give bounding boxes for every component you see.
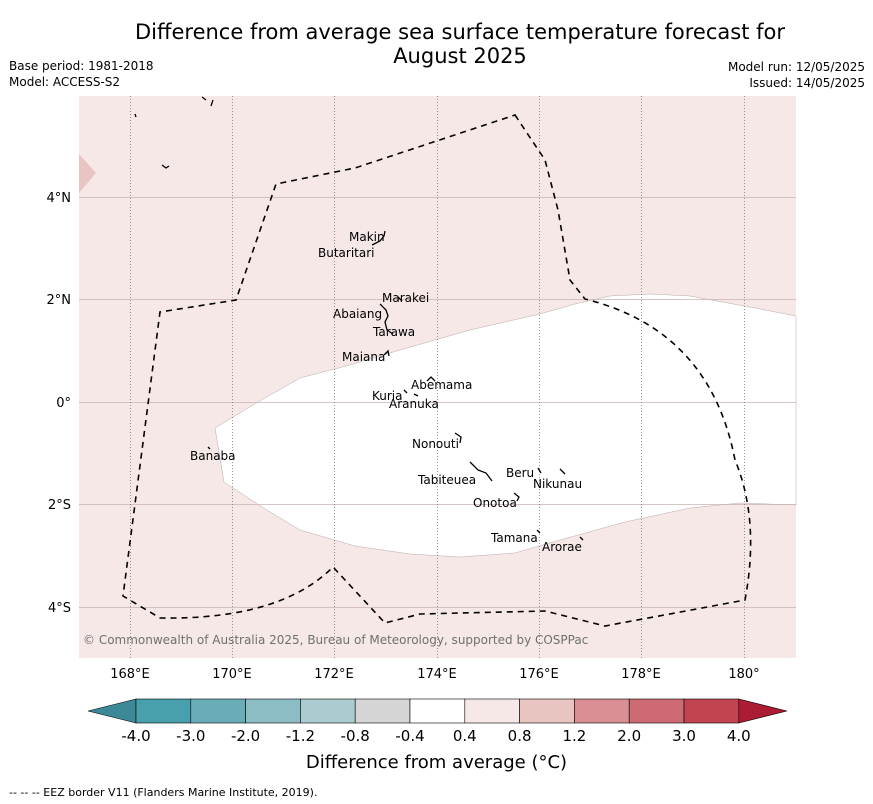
colorbar-label: -1.2 <box>286 727 315 745</box>
colorbar-label: 0.8 <box>508 727 532 745</box>
colorbar-bin-5 <box>354 698 411 724</box>
colorbar-label: -2.0 <box>231 727 260 745</box>
longitude-gridlines <box>130 96 745 658</box>
warm-anomaly-patch <box>79 154 96 193</box>
colorbar-label: -0.8 <box>341 727 370 745</box>
colorbar-label: 3.0 <box>672 727 696 745</box>
x-tick-176e: 176°E <box>519 667 559 682</box>
colorbar-title: Difference from average (°C) <box>305 752 568 773</box>
island-label-aranuka: Aranuka <box>389 397 439 411</box>
base-period: Base period: 1981-2018 <box>9 59 154 73</box>
colorbar-label: 1.2 <box>562 727 586 745</box>
colorbar-bin-6 <box>409 698 466 724</box>
island-label-marakei: Marakei <box>382 291 429 305</box>
colorbar-bin-8 <box>519 698 575 724</box>
model-name: Model: ACCESS-S2 <box>9 75 121 89</box>
neutral-anomaly-region <box>214 293 797 558</box>
colorbar-bin-1 <box>135 698 192 724</box>
colorbar-extend-low <box>87 698 137 724</box>
colorbar-label: 0.4 <box>453 727 477 745</box>
colorbar-bin-9 <box>574 698 630 724</box>
x-tick-178e: 178°E <box>621 667 661 682</box>
island-label-onotoa: Onotoa <box>473 496 517 510</box>
island-label-butaritari: Butaritari <box>318 246 375 260</box>
island-label-maiana: Maiana <box>342 350 385 364</box>
x-tick-174e: 174°E <box>417 667 457 682</box>
y-tick-4s: 4°S <box>48 601 71 616</box>
y-axis-ticks: 4°N 2°N 0° 2°S 4°S <box>47 191 72 616</box>
island-label-arorae: Arorae <box>542 540 582 554</box>
island-label-tarawa: Tarawa <box>372 325 415 339</box>
copyright-notice: © Commonwealth of Australia 2025, Bureau… <box>83 633 588 647</box>
island-label-beru: Beru <box>506 466 534 480</box>
colorbar-label: -0.4 <box>395 727 424 745</box>
island-coastlines <box>134 96 584 541</box>
title-line-2: August 2025 <box>393 44 527 68</box>
colorbar-label: -3.0 <box>176 727 205 745</box>
colorbar-label: 4.0 <box>727 727 751 745</box>
eez-border <box>122 114 752 627</box>
island-label-nonouti: Nonouti <box>412 437 459 451</box>
y-tick-2n: 2°N <box>47 293 72 308</box>
colorbar-label: 2.0 <box>617 727 641 745</box>
island-label-nikunau: Nikunau <box>533 477 582 491</box>
colorbar-bin-10 <box>628 698 685 724</box>
x-axis-ticks: 168°E 170°E 172°E 174°E 176°E 178°E 180° <box>110 667 759 682</box>
island-label-kuria: Kuria <box>372 389 403 403</box>
model-run: Model run: 12/05/2025 <box>727 60 865 74</box>
x-tick-172e: 172°E <box>314 667 354 682</box>
eez-footer-note: -- -- -- EEZ border V11 (Flanders Marine… <box>9 786 318 799</box>
colorbar-bin-3 <box>245 698 301 724</box>
colorbar-bin-4 <box>300 698 356 724</box>
meta-left: Base period: 1981-2018 Model: ACCESS-S2 <box>9 58 154 90</box>
y-tick-0: 0° <box>56 396 71 411</box>
island-label-banaba: Banaba <box>190 449 236 463</box>
colorbar: -4.0 -3.0 -2.0 -1.2 -0.8 -0.4 0.4 0.8 1.2 2.0 3.0 4… <box>87 698 788 745</box>
island-label-tamana: Tamana <box>490 531 538 545</box>
y-tick-4n: 4°N <box>47 191 72 206</box>
x-tick-168e: 168°E <box>110 667 150 682</box>
island-label-tabiteuea: Tabiteuea <box>417 473 476 487</box>
map-title: Difference from average sea surface temp… <box>80 20 840 68</box>
colorbar-bin-11 <box>683 698 740 724</box>
x-tick-180: 180° <box>728 667 759 682</box>
y-tick-2s: 2°S <box>48 498 71 513</box>
x-tick-170e: 170°E <box>212 667 252 682</box>
issued-date: Issued: 14/05/2025 <box>749 76 865 90</box>
meta-right: Model run: 12/05/2025 Issued: 14/05/2025 <box>728 59 865 91</box>
colorbar-extend-high <box>738 698 788 724</box>
colorbar-label: -4.0 <box>121 727 150 745</box>
title-line-1: Difference from average sea surface temp… <box>135 20 785 44</box>
island-label-makin: Makin <box>349 230 385 244</box>
island-label-abaiang: Abaiang <box>333 307 382 321</box>
island-label-abemama: Abemama <box>411 378 472 392</box>
colorbar-bin-2 <box>190 698 246 724</box>
colorbar-bin-7 <box>464 698 520 724</box>
